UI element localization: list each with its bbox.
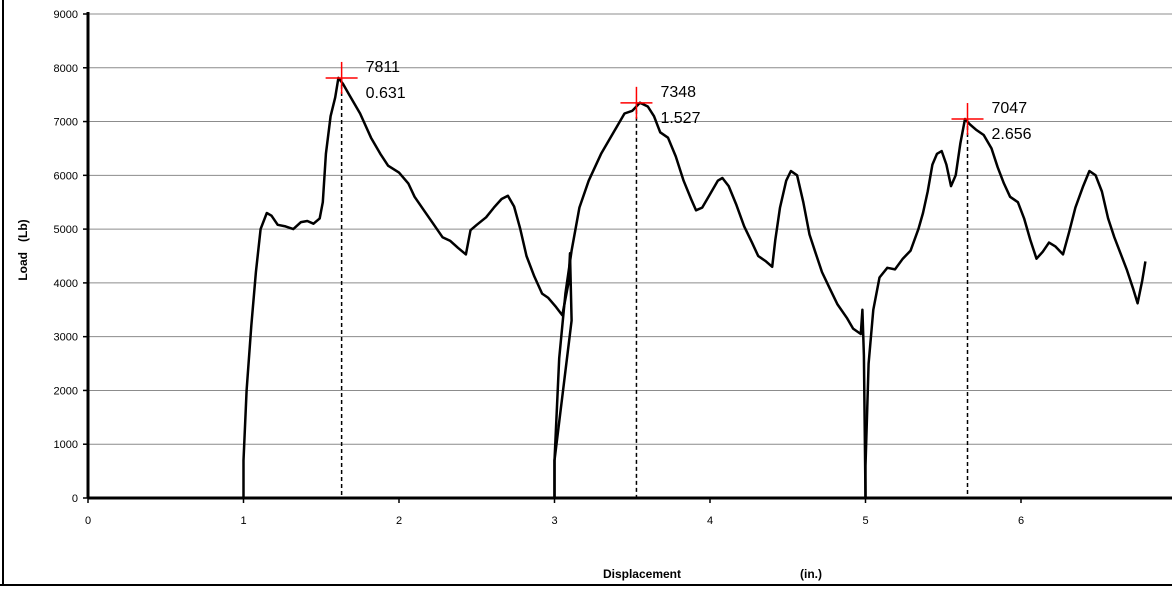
peak-load-label: 7348 — [660, 84, 696, 101]
y-tick-label: 0 — [72, 493, 78, 505]
x-tick-label: 2 — [396, 515, 402, 527]
x-axis-title: Displacement — [603, 567, 681, 581]
y-tick-label: 9000 — [54, 9, 78, 21]
peak-load-label: 7047 — [992, 100, 1028, 117]
peak-displacement-label: 0.631 — [366, 85, 406, 102]
y-tick-label: 6000 — [54, 170, 78, 182]
x-tick-label: 0 — [85, 515, 91, 527]
peak-displacement-label: 2.656 — [992, 126, 1032, 143]
x-axis-unit: (in.) — [800, 567, 822, 581]
x-tick-label: 1 — [240, 515, 246, 527]
peak-displacement-label: 1.527 — [660, 110, 700, 127]
y-axis-unit: (Lb) — [16, 219, 30, 242]
peak-annotations: 7811 0.631 7348 1.527 7047 2.656 — [325, 59, 1032, 498]
gridlines — [88, 13, 1172, 445]
y-tick-label: 3000 — [54, 332, 78, 344]
axes — [83, 12, 1172, 503]
x-tick-label: 3 — [551, 515, 557, 527]
y-tick-label: 1000 — [54, 439, 78, 451]
x-tick-label: 6 — [1018, 515, 1024, 527]
series-line-2 — [553, 101, 867, 499]
x-tick-label: 5 — [862, 515, 868, 527]
y-tick-label: 2000 — [54, 385, 78, 397]
tick-labels: 0 1000 2000 3000 4000 5000 6000 7000 8000 9000 0 1 2… — [54, 9, 1025, 527]
series-line-3 — [864, 117, 1147, 498]
y-tick-label: 4000 — [54, 278, 78, 290]
peak-load-label: 7811 — [366, 59, 401, 76]
y-tick-label: 7000 — [54, 117, 78, 129]
x-tick-label: 4 — [707, 515, 713, 527]
series-lines — [242, 76, 1147, 499]
y-tick-label: 5000 — [54, 224, 78, 236]
series-line-1 — [242, 76, 573, 498]
y-tick-label: 8000 — [54, 63, 78, 75]
y-axis-title: Load — [16, 252, 30, 281]
